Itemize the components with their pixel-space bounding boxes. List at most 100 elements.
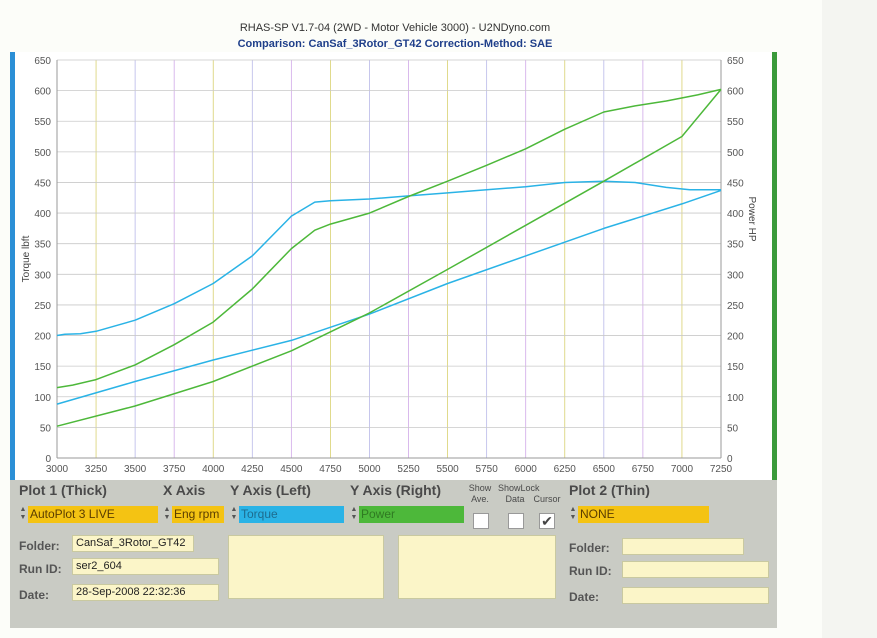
yleft-heading: Y Axis (Left) — [230, 482, 311, 498]
y-right-tick-label: 250 — [727, 301, 744, 312]
folder-field[interactable]: CanSaf_3Rotor_GT42 — [72, 535, 194, 552]
chart-series — [56, 88, 722, 427]
x-tick-label: 6250 — [554, 464, 577, 475]
torque-thin-line — [56, 189, 722, 405]
y-right-tick-label: 550 — [727, 117, 744, 128]
y-left-tick-label: 450 — [34, 178, 51, 189]
yright-heading: Y Axis (Right) — [350, 482, 442, 498]
plot1-select[interactable]: AutoPlot 3 LIVE — [28, 506, 158, 523]
notes-box-2[interactable] — [398, 535, 556, 599]
y-axis-left-title: Torque lbft — [21, 235, 32, 282]
check-mark-icon: ✔ — [541, 513, 553, 529]
xaxis-select[interactable]: Eng rpm — [172, 506, 224, 523]
spin-down-icon: ▼ — [163, 514, 171, 521]
y-right-tick-label: 100 — [727, 393, 744, 404]
chart-grid — [56, 59, 722, 459]
y-left-tick-label: 0 — [45, 454, 51, 465]
xaxis-heading: X Axis — [163, 482, 206, 498]
chart-svg: 3000 3250 3500 3750 4000 4250 4500 4750 5000 5250… — [21, 56, 757, 475]
date-label: Date: — [19, 588, 50, 602]
spin-up-icon: ▲ — [230, 506, 238, 513]
show-ave-checkbox[interactable] — [473, 513, 489, 529]
y-left-tick-label: 200 — [34, 332, 51, 343]
left-axis-color-bar — [10, 52, 15, 480]
run-id2-field[interactable] — [622, 561, 769, 578]
yleft-select[interactable]: Torque — [239, 506, 344, 523]
y-left-tick-label: 500 — [34, 148, 51, 159]
y-right-tick-label: 500 — [727, 148, 744, 159]
right-axis-color-bar — [772, 52, 777, 480]
xaxis-spinner[interactable]: ▲ ▼ — [163, 506, 171, 523]
power-line — [56, 88, 722, 389]
spin-down-icon: ▼ — [230, 514, 238, 521]
y-axis-right-title: Power HP — [746, 196, 757, 241]
plot2-spinner[interactable]: ▲ ▼ — [569, 506, 577, 523]
x-tick-label: 5250 — [397, 464, 420, 475]
plot1-spinner[interactable]: ▲ ▼ — [19, 506, 27, 523]
y-right-tick-label: 350 — [727, 240, 744, 251]
yright-select[interactable]: Power — [359, 506, 464, 523]
y-right-tick-label: 400 — [727, 209, 744, 220]
x-tick-label: 6500 — [593, 464, 616, 475]
yleft-spinner[interactable]: ▲ ▼ — [230, 506, 238, 523]
notes-box-1[interactable] — [228, 535, 384, 599]
spin-up-icon: ▲ — [19, 506, 27, 513]
folder2-field[interactable] — [622, 538, 744, 555]
x-tick-label: 4250 — [241, 464, 264, 475]
x-tick-label: 4500 — [280, 464, 303, 475]
y-left-tick-label: 150 — [34, 362, 51, 373]
spin-down-icon: ▼ — [19, 514, 27, 521]
y-right-tick-label: 650 — [727, 56, 744, 67]
y-left-tick-label: 400 — [34, 209, 51, 220]
plot1-heading: Plot 1 (Thick) — [19, 482, 107, 498]
y-left-tick-label: 350 — [34, 240, 51, 251]
y-right-tick-label: 300 — [727, 270, 744, 281]
y-right-tick-label: 600 — [727, 87, 744, 98]
x-tick-label: 3750 — [163, 464, 186, 475]
show-ave-heading: Show Ave. — [468, 483, 492, 504]
date2-field[interactable] — [622, 587, 769, 604]
x-tick-label: 7000 — [671, 464, 694, 475]
x-tick-label: 3000 — [46, 464, 69, 475]
torque-line — [56, 180, 721, 337]
y-right-tick-label: 0 — [727, 454, 733, 465]
run-id2-label: Run ID: — [569, 564, 612, 578]
power-thin-line — [56, 88, 722, 427]
x-tick-label: 3250 — [85, 464, 108, 475]
plot2-select[interactable]: NONE — [578, 506, 709, 523]
spin-up-icon: ▲ — [569, 506, 577, 513]
plot2-heading: Plot 2 (Thin) — [569, 482, 650, 498]
x-tick-label: 5750 — [476, 464, 499, 475]
x-tick-label: 6000 — [515, 464, 538, 475]
lock-cursor-checkbox[interactable]: ✔ — [539, 513, 555, 529]
date-field[interactable]: 28-Sep-2008 22:32:36 — [72, 584, 219, 601]
x-tick-label: 3500 — [124, 464, 147, 475]
spin-down-icon: ▼ — [350, 514, 358, 521]
y-right-tick-label: 450 — [727, 178, 744, 189]
dyno-chart[interactable]: 3000 3250 3500 3750 4000 4250 4500 4750 5000 5250… — [15, 52, 772, 480]
x-tick-label: 7250 — [710, 464, 733, 475]
run-id-field[interactable]: ser2_604 — [72, 558, 219, 575]
y-right-tick-label: 50 — [727, 423, 739, 434]
y-left-tick-label: 600 — [34, 87, 51, 98]
y-left-tick-label: 300 — [34, 270, 51, 281]
y-left-tick-label: 250 — [34, 301, 51, 312]
run-id-label: Run ID: — [19, 562, 62, 576]
chart-ticks: 3000 3250 3500 3750 4000 4250 4500 4750 5000 5250… — [34, 56, 744, 475]
x-tick-label: 4000 — [202, 464, 225, 475]
x-tick-label: 6750 — [632, 464, 655, 475]
y-right-tick-label: 200 — [727, 332, 744, 343]
show-data-heading: ShowLock Data — [498, 483, 540, 504]
spin-up-icon: ▲ — [350, 506, 358, 513]
y-left-tick-label: 550 — [34, 117, 51, 128]
y-left-tick-label: 100 — [34, 393, 51, 404]
comparison-subtitle: Comparison: CanSaf_3Rotor_GT42 Correctio… — [237, 38, 553, 50]
y-left-tick-label: 650 — [34, 56, 51, 67]
spin-up-icon: ▲ — [163, 506, 171, 513]
window-title: RHAS-SP V1.7-04 (2WD - Motor Vehicle 300… — [239, 22, 551, 34]
x-tick-label: 5500 — [436, 464, 459, 475]
yright-spinner[interactable]: ▲ ▼ — [350, 506, 358, 523]
lock-cursor-heading: Cursor — [533, 494, 561, 504]
show-data-checkbox[interactable] — [508, 513, 524, 529]
y-right-tick-label: 150 — [727, 362, 744, 373]
